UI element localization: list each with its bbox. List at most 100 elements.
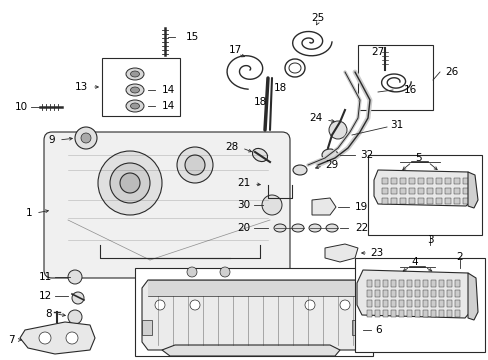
Bar <box>399 178 405 184</box>
Text: 22: 22 <box>354 223 367 233</box>
Text: 28: 28 <box>224 142 238 152</box>
Text: 8: 8 <box>45 309 52 319</box>
Text: 19: 19 <box>354 202 367 212</box>
Bar <box>390 300 395 307</box>
Bar <box>390 280 395 287</box>
Bar <box>390 290 395 297</box>
Ellipse shape <box>130 87 139 93</box>
Text: 1: 1 <box>25 208 32 218</box>
Bar <box>462 178 468 184</box>
Bar <box>462 188 468 194</box>
Bar <box>135 268 372 356</box>
Polygon shape <box>325 244 357 262</box>
Text: 30: 30 <box>236 200 249 210</box>
Polygon shape <box>311 198 335 215</box>
Bar <box>422 300 427 307</box>
Bar <box>408 178 414 184</box>
Circle shape <box>305 300 314 310</box>
Bar <box>430 290 435 297</box>
Bar <box>398 280 403 287</box>
Polygon shape <box>467 172 477 208</box>
Bar <box>417 178 423 184</box>
Text: 11: 11 <box>39 272 52 282</box>
Text: 16: 16 <box>403 85 416 95</box>
Ellipse shape <box>126 68 143 80</box>
Bar <box>399 188 405 194</box>
Bar <box>399 198 405 204</box>
Text: 20: 20 <box>236 223 249 233</box>
Bar <box>408 188 414 194</box>
Ellipse shape <box>321 149 337 161</box>
Bar <box>446 280 451 287</box>
Bar <box>366 290 371 297</box>
Bar <box>454 300 459 307</box>
Circle shape <box>328 121 346 139</box>
Bar <box>430 280 435 287</box>
Polygon shape <box>20 322 95 354</box>
Bar <box>444 188 450 194</box>
Text: 24: 24 <box>308 113 321 123</box>
Bar <box>374 310 379 317</box>
Bar <box>454 290 459 297</box>
Circle shape <box>220 267 229 277</box>
Circle shape <box>110 163 150 203</box>
Text: 27: 27 <box>370 47 384 57</box>
Polygon shape <box>467 273 477 320</box>
Bar <box>142 320 152 335</box>
Bar <box>435 178 441 184</box>
Bar <box>414 310 419 317</box>
Text: 23: 23 <box>369 248 383 258</box>
Bar <box>414 290 419 297</box>
Text: 3: 3 <box>426 235 432 245</box>
Circle shape <box>339 300 349 310</box>
Text: 9: 9 <box>48 135 55 145</box>
Bar <box>462 198 468 204</box>
Bar <box>374 290 379 297</box>
Polygon shape <box>162 345 339 356</box>
Circle shape <box>186 267 197 277</box>
Ellipse shape <box>252 148 267 162</box>
Text: 14: 14 <box>161 101 174 111</box>
Bar <box>366 310 371 317</box>
Text: 31: 31 <box>389 120 403 130</box>
Bar <box>382 280 387 287</box>
Ellipse shape <box>130 71 139 77</box>
Bar <box>417 198 423 204</box>
Text: 26: 26 <box>444 67 457 77</box>
Bar <box>406 310 411 317</box>
Text: 14: 14 <box>161 85 174 95</box>
Circle shape <box>155 300 164 310</box>
Bar <box>398 310 403 317</box>
Text: 12: 12 <box>39 291 52 301</box>
Circle shape <box>66 332 78 344</box>
Text: 32: 32 <box>359 150 372 160</box>
Bar <box>382 310 387 317</box>
Circle shape <box>68 310 82 324</box>
Bar <box>357 45 432 110</box>
Ellipse shape <box>130 103 139 109</box>
Circle shape <box>72 292 84 304</box>
Text: 29: 29 <box>325 160 338 170</box>
Bar <box>430 300 435 307</box>
Bar <box>435 198 441 204</box>
Bar <box>414 300 419 307</box>
Bar <box>366 280 371 287</box>
Bar <box>382 290 387 297</box>
Ellipse shape <box>126 84 143 96</box>
Polygon shape <box>142 280 361 350</box>
Bar <box>414 280 419 287</box>
Ellipse shape <box>292 165 306 175</box>
Bar <box>422 290 427 297</box>
Circle shape <box>262 195 282 215</box>
Bar <box>438 310 443 317</box>
Bar <box>390 178 396 184</box>
Text: 15: 15 <box>185 32 199 42</box>
Bar <box>406 300 411 307</box>
Bar <box>390 188 396 194</box>
Text: 25: 25 <box>311 13 324 23</box>
Bar <box>351 320 361 335</box>
Circle shape <box>98 151 162 215</box>
Ellipse shape <box>291 224 304 232</box>
Bar <box>367 155 481 235</box>
Bar <box>426 198 432 204</box>
